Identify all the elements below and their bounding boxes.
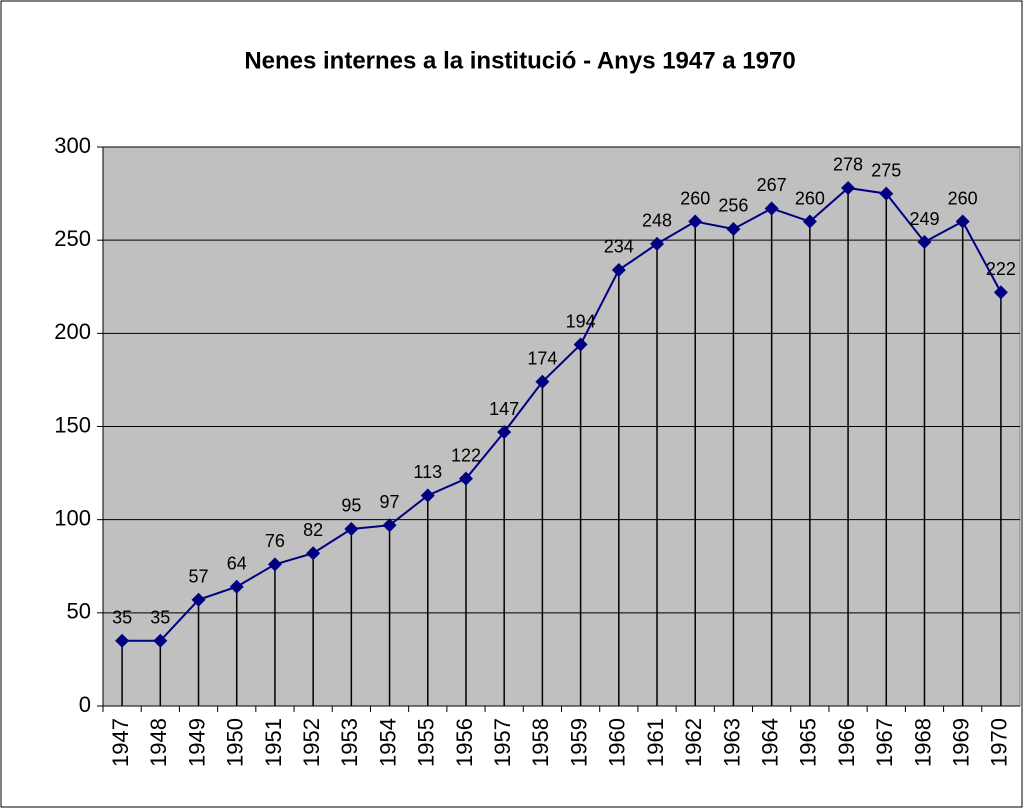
- y-tick-label: 50: [67, 599, 91, 624]
- marker: [573, 337, 588, 352]
- data-label: 57: [189, 567, 209, 587]
- x-tick-label: 1953: [337, 718, 362, 767]
- marker: [535, 374, 550, 389]
- data-label: 174: [527, 349, 557, 369]
- data-label: 267: [757, 175, 787, 195]
- marker: [267, 557, 282, 572]
- marker: [115, 633, 130, 648]
- marker: [306, 546, 321, 561]
- x-tick-label: 1954: [375, 718, 400, 767]
- marker: [191, 592, 206, 607]
- data-label: 64: [227, 553, 247, 573]
- y-tick-label: 300: [54, 133, 91, 158]
- x-tick-label: 1958: [528, 718, 553, 767]
- marker: [879, 186, 894, 201]
- data-label: 82: [303, 520, 323, 540]
- marker: [955, 214, 970, 229]
- marker: [229, 579, 244, 594]
- x-tick-label: 1951: [261, 718, 286, 767]
- x-tick-label: 1969: [949, 718, 974, 767]
- data-label: 122: [451, 445, 481, 465]
- x-tick-label: 1968: [910, 718, 935, 767]
- x-tick-label: 1965: [796, 718, 821, 767]
- marker: [344, 521, 359, 536]
- x-tick-label: 1970: [987, 718, 1012, 767]
- x-tick-label: 1948: [146, 718, 171, 767]
- x-tick-label: 1957: [490, 718, 515, 767]
- data-label: 249: [909, 209, 939, 229]
- data-label: 147: [489, 399, 519, 419]
- x-tick-label: 1952: [299, 718, 324, 767]
- x-tick-label: 1949: [184, 718, 209, 767]
- data-label: 260: [795, 188, 825, 208]
- x-tick-label: 1947: [108, 718, 133, 767]
- x-tick-label: 1964: [757, 718, 782, 767]
- marker: [993, 285, 1008, 300]
- x-tick-label: 1962: [681, 718, 706, 767]
- marker: [841, 180, 856, 195]
- data-label: 35: [150, 608, 170, 628]
- y-tick-label: 250: [54, 226, 91, 251]
- data-label: 248: [642, 211, 672, 231]
- marker: [802, 214, 817, 229]
- data-label: 97: [380, 492, 400, 512]
- data-label: 35: [112, 608, 132, 628]
- data-label: 113: [413, 462, 442, 482]
- data-label: 260: [680, 188, 710, 208]
- marker: [764, 201, 779, 216]
- y-tick-label: 100: [54, 505, 91, 530]
- x-tick-label: 1960: [605, 718, 630, 767]
- data-label: 222: [986, 259, 1016, 279]
- marker: [458, 471, 473, 486]
- data-label: 275: [871, 160, 901, 180]
- x-tick-label: 1963: [719, 718, 744, 767]
- x-tick-label: 1966: [834, 718, 859, 767]
- y-tick-label: 0: [79, 692, 91, 717]
- marker: [153, 633, 168, 648]
- data-label: 76: [265, 531, 285, 551]
- data-label: 95: [341, 496, 361, 516]
- y-tick-label: 200: [54, 319, 91, 344]
- data-label: 260: [948, 188, 978, 208]
- chart-title: Nenes internes a la institució - Anys 19…: [244, 47, 795, 74]
- marker: [650, 236, 665, 251]
- marker: [497, 425, 512, 440]
- series-line: [122, 186, 1002, 642]
- data-label: 256: [718, 196, 748, 216]
- data-label: 278: [833, 155, 863, 175]
- x-tick-label: 1956: [452, 718, 477, 767]
- marker: [611, 262, 626, 277]
- marker: [382, 518, 397, 533]
- x-tick-label: 1955: [414, 718, 439, 767]
- marker: [917, 235, 932, 250]
- data-label: 194: [566, 311, 596, 331]
- x-tick-label: 1967: [872, 718, 897, 767]
- x-tick-label: 1961: [643, 718, 668, 767]
- marker: [726, 221, 741, 236]
- data-label: 234: [604, 237, 634, 257]
- x-tick-label: 1959: [566, 718, 591, 767]
- x-tick-label: 1950: [223, 718, 248, 767]
- marker: [688, 214, 703, 229]
- marker: [420, 488, 435, 503]
- y-tick-label: 150: [54, 412, 91, 437]
